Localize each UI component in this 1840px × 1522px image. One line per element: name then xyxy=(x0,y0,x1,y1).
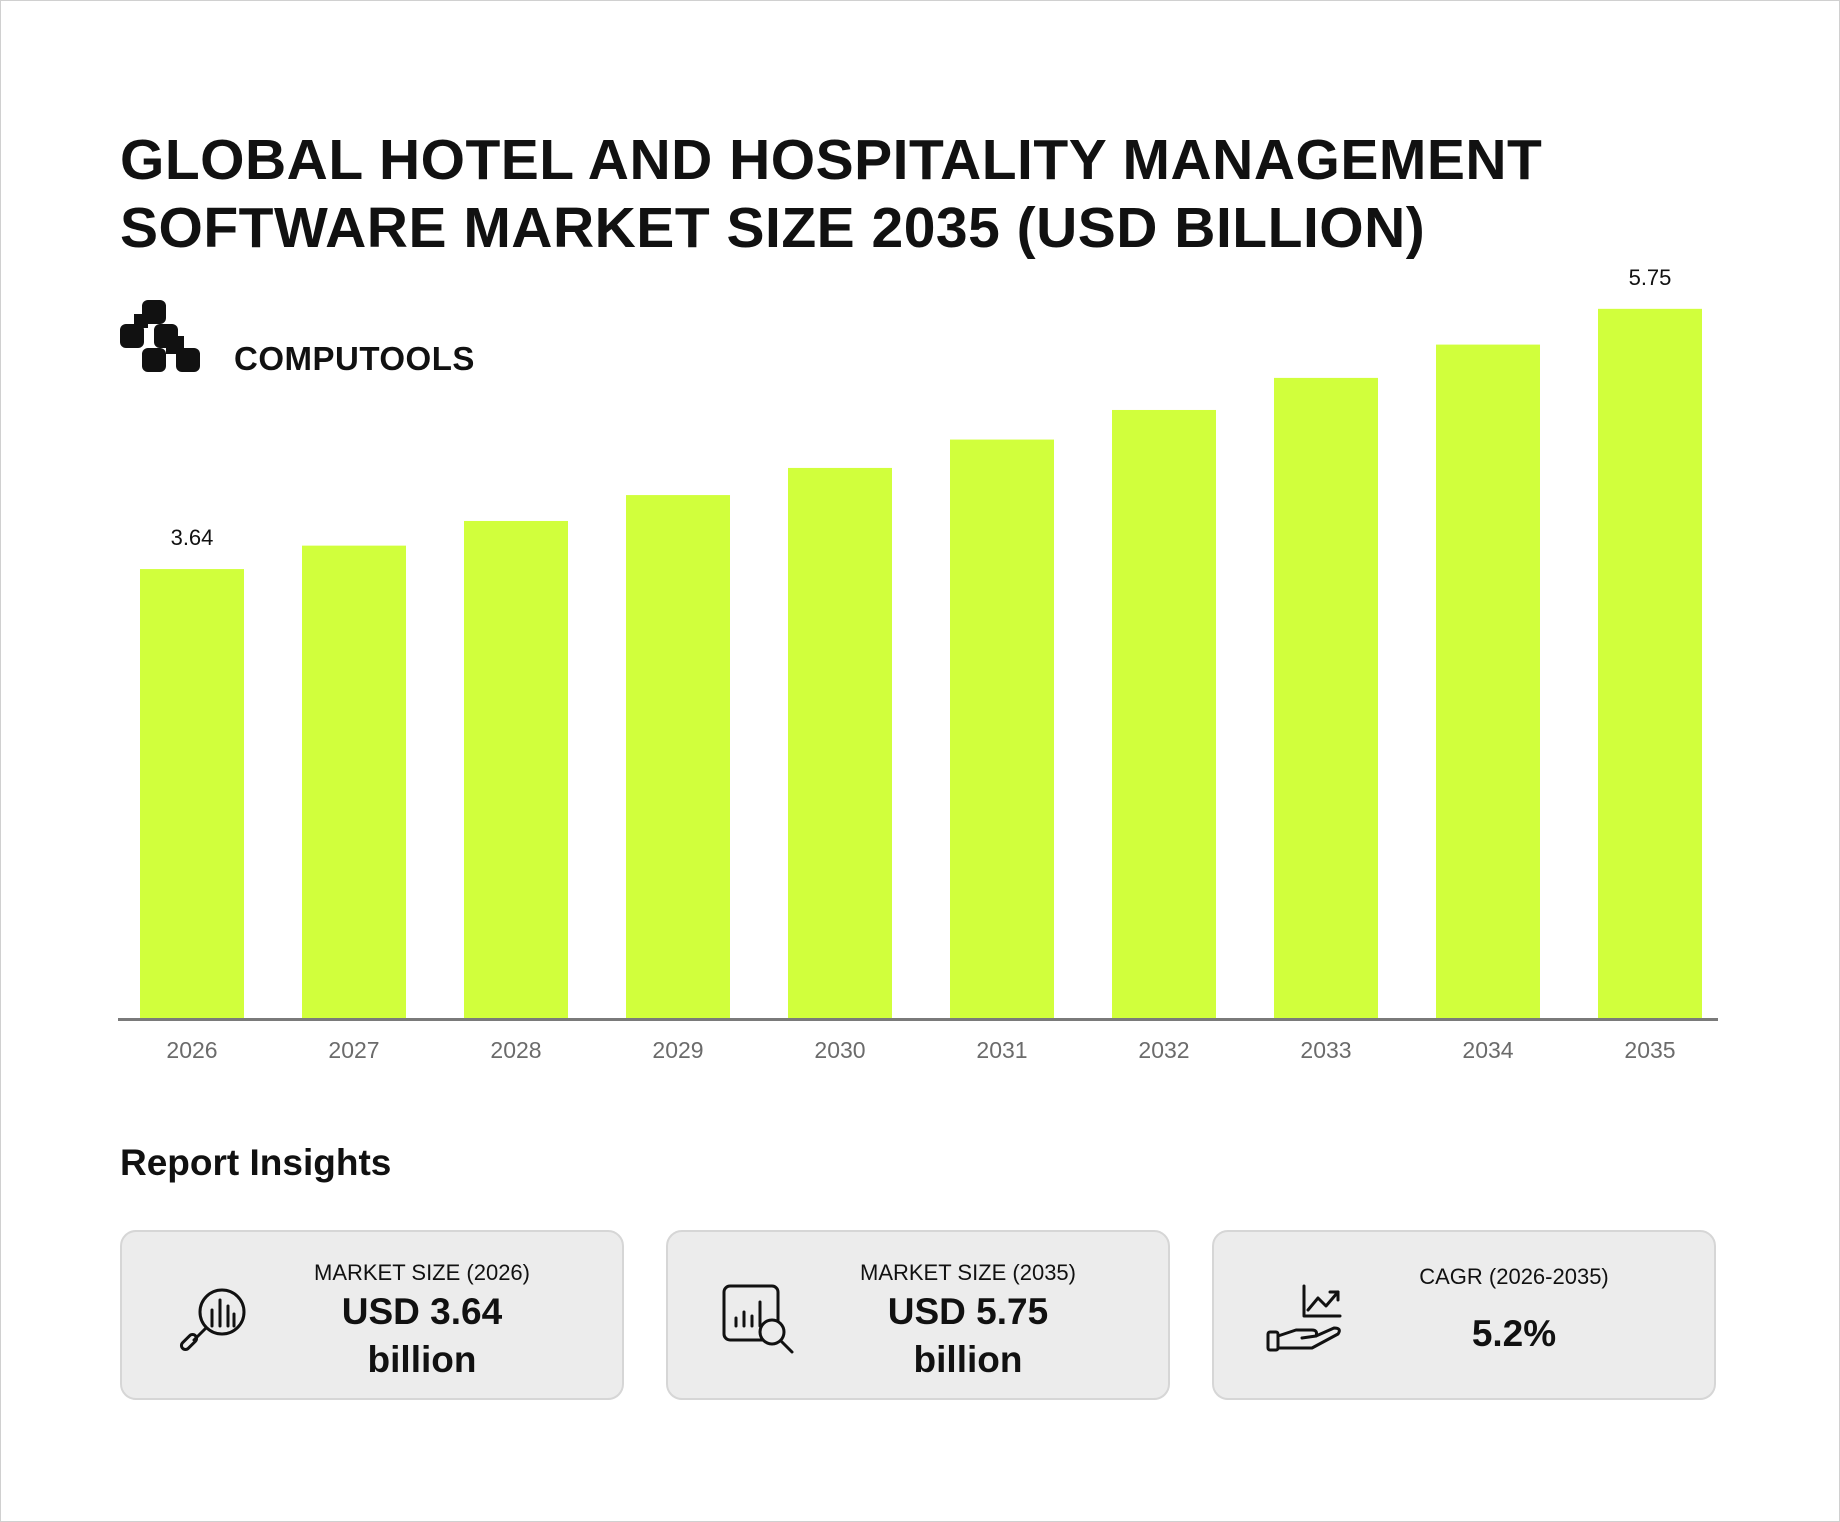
chart-title-line-1: GLOBAL HOTEL AND HOSPITALITY MANAGEMENT xyxy=(120,128,1543,192)
x-tick-label-2034: 2034 xyxy=(1462,1037,1513,1063)
insight-card-market-2035: MARKET SIZE (2035) USD 5.75 billion xyxy=(666,1230,1170,1400)
x-tick-label-2033: 2033 xyxy=(1300,1037,1351,1063)
magnifier-chart-icon xyxy=(179,1288,246,1352)
data-label-2035: 5.75 xyxy=(1629,265,1672,290)
bar-2035 xyxy=(1598,308,1702,1018)
insight-card-cagr: CAGR (2026-2035) 5.2% xyxy=(1212,1230,1716,1400)
x-tick-label-2027: 2027 xyxy=(328,1037,379,1063)
bar-2027 xyxy=(302,545,406,1018)
hand-growth-icon xyxy=(1266,1284,1342,1352)
bar-2033 xyxy=(1274,377,1378,1018)
insight-label: MARKET SIZE (2026) xyxy=(314,1260,530,1285)
bar-chart: 3.64 2026 2027 2028 2029 2030 2031 2032 2033 2034… xyxy=(118,265,1718,1063)
bar-2034 xyxy=(1436,344,1540,1019)
data-label-2026: 3.64 xyxy=(171,525,214,550)
insight-label: MARKET SIZE (2035) xyxy=(860,1260,1076,1285)
x-tick-label-2032: 2032 xyxy=(1138,1037,1189,1063)
insight-value-line-2: billion xyxy=(367,1339,477,1380)
insight-value-line-1: USD 5.75 xyxy=(887,1291,1049,1332)
chart-title: GLOBAL HOTEL AND HOSPITALITY MANAGEMENT … xyxy=(120,126,1720,262)
bar-2026 xyxy=(140,569,244,1018)
insights-title: Report Insights xyxy=(120,1142,392,1183)
bar-2028 xyxy=(464,520,568,1018)
x-tick-label-2028: 2028 xyxy=(490,1037,541,1063)
insight-label: CAGR (2026-2035) xyxy=(1419,1264,1609,1289)
insight-value-line-1: 5.2% xyxy=(1471,1313,1557,1354)
insight-value-line-1: USD 3.64 xyxy=(341,1291,503,1332)
bar-2031 xyxy=(950,439,1054,1019)
brand-name: COMPUTOOLS xyxy=(234,340,475,377)
bar-2032 xyxy=(1112,409,1216,1018)
x-tick-label-2031: 2031 xyxy=(976,1037,1027,1063)
computools-logo-icon xyxy=(120,300,200,372)
chart-search-icon xyxy=(722,1284,794,1354)
insight-card-market-2026: MARKET SIZE (2026) USD 3.64 billion xyxy=(120,1230,624,1400)
x-tick-label-2030: 2030 xyxy=(814,1037,865,1063)
bar-2030 xyxy=(788,467,892,1018)
bar-2029 xyxy=(626,495,730,1019)
x-tick-label-2035: 2035 xyxy=(1624,1037,1675,1063)
x-tick-label-2026: 2026 xyxy=(166,1037,217,1063)
chart-title-line-2: SOFTWARE MARKET SIZE 2035 (USD BILLION) xyxy=(120,196,1426,260)
x-tick-label-2029: 2029 xyxy=(652,1037,703,1063)
insight-value-line-2: billion xyxy=(913,1339,1023,1380)
